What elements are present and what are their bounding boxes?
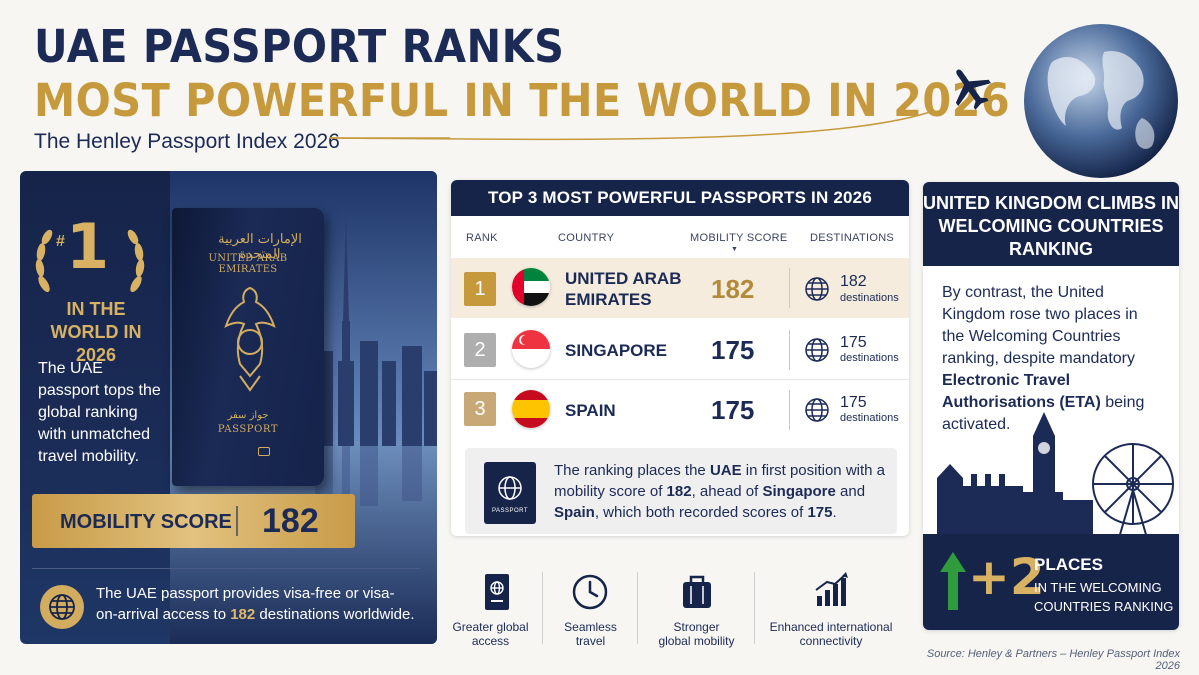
globe-icon (805, 338, 829, 362)
destinations-label: destinations (840, 412, 899, 424)
passport-word: PASSPORT (217, 424, 279, 435)
spain-flag-icon (512, 390, 550, 428)
page-title-highlight: MOST POWERFUL IN THE WORLD IN 2026 (34, 74, 1011, 127)
feature-divider (637, 572, 638, 644)
feature-label: Enhanced international connectivity (769, 620, 893, 648)
places-gain-title: PLACES (1034, 555, 1103, 574)
mobility-score-box (32, 494, 355, 548)
destinations-count: 175 (840, 394, 867, 411)
singapore-flag-icon (512, 330, 550, 368)
col-country: COUNTRY (558, 232, 615, 244)
rank-description: The UAE passport tops the global ranking… (38, 360, 161, 465)
globe-icon (805, 277, 829, 301)
luggage-icon (683, 575, 711, 608)
mobility-score-label: MOBILITY SCORE (60, 511, 232, 533)
passport-arabic-word: جواز سفر (227, 410, 269, 421)
dest-divider (789, 268, 790, 308)
mobility-score: 175 (711, 395, 755, 425)
country-name: UNITED ARAB EMIRATES (565, 269, 682, 309)
col-rank: RANK (466, 232, 498, 244)
uae-flag-icon (512, 268, 550, 306)
mobility-score: 175 (711, 335, 755, 365)
rank-badge: 1 (464, 272, 496, 306)
places-gain-value: +2 (968, 548, 1045, 606)
page-subtitle: The Henley Passport Index 2026 (34, 130, 340, 153)
arrow-up-icon (940, 552, 966, 610)
uk-ranking-text: By contrast, the United Kingdom rose two… (942, 284, 1145, 433)
dest-divider (789, 390, 790, 430)
top3-title: TOP 3 MOST POWERFUL PASSPORTS IN 2026 (487, 188, 872, 207)
falcon-emblem-icon (224, 286, 276, 392)
table-row (451, 320, 909, 380)
rank-badge: 2 (464, 333, 496, 367)
feature-label: Seamless travel (564, 620, 617, 648)
rank-number: 1 (66, 210, 110, 283)
visa-access-text: The UAE passport provides visa-free or v… (96, 585, 415, 623)
uk-ranking-header (923, 182, 1179, 266)
ranking-note-box (465, 448, 897, 534)
globe-icon (805, 398, 829, 422)
ranking-note: The ranking places the UAE in first posi… (554, 462, 886, 521)
destinations-count: 175 (840, 334, 867, 351)
passport-icon (484, 462, 536, 524)
rank-label: IN THE WORLD IN 2026 (50, 299, 142, 365)
source-note: Source: Henley & Partners – Henley Passp… (926, 648, 1180, 672)
clock-icon (572, 574, 608, 610)
country-name: SPAIN (565, 401, 616, 420)
passport-country: UNITED ARAB EMIRATES (208, 253, 288, 275)
destinations-count: 182 (840, 273, 867, 290)
uae-passport-image (172, 208, 324, 486)
feature-label: Greater global access (452, 620, 529, 648)
col-mobility: MOBILITY SCORE (690, 232, 788, 244)
flight-path-icon (330, 111, 931, 141)
globe-badge-icon (40, 585, 84, 629)
mobility-divider (236, 506, 238, 536)
passport-icon (485, 574, 509, 610)
feature-divider (754, 572, 755, 644)
destinations-label: destinations (840, 292, 899, 304)
london-skyline-image (937, 412, 1174, 538)
destinations-label: destinations (840, 352, 899, 364)
country-name: SINGAPORE (565, 341, 668, 360)
visa-access-count: 182 (230, 606, 256, 623)
biometric-chip-icon (258, 447, 270, 456)
places-gain-box (923, 534, 1179, 630)
rank-hash: # (56, 233, 65, 250)
dest-divider (789, 330, 790, 370)
sort-caret-icon: ▼ (731, 246, 738, 253)
top3-header (451, 180, 909, 216)
mobility-score: 182 (711, 274, 755, 304)
globe-icon (1024, 24, 1178, 178)
feature-divider (542, 572, 543, 644)
mobility-score-value: 182 (262, 502, 319, 540)
airplane-icon (955, 69, 991, 110)
rank-badge: 3 (464, 392, 496, 426)
bar-chart-icon (815, 572, 848, 606)
places-gain-subtitle: IN THE WELCOMING COUNTRIES RANKING (1034, 580, 1174, 614)
passport-arabic-title: الإمارات العربية المتحدة (218, 232, 302, 262)
left-divider (32, 568, 420, 569)
col-destinations: DESTINATIONS (810, 232, 895, 244)
laurel-wreath-icon (35, 229, 145, 293)
uk-ranking-title: UNITED KINGDOM CLIMBS IN WELCOMING COUNT… (923, 193, 1179, 259)
page-title: UAE PASSPORT RANKS (34, 20, 565, 73)
mini-passport-label: PASSPORT (491, 508, 529, 514)
feature-label: Stronger global mobility (658, 620, 735, 648)
